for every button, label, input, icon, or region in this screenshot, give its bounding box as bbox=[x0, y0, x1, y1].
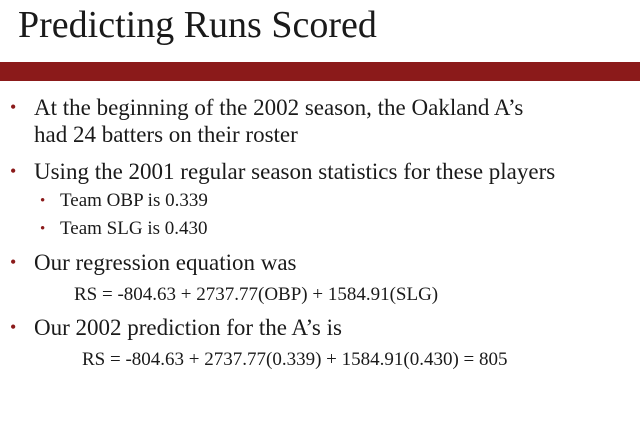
sub-bullet-text: Team OBP is 0.339 bbox=[60, 190, 208, 211]
slide-title: Predicting Runs Scored bbox=[18, 4, 377, 46]
title-divider-bar bbox=[0, 62, 640, 81]
bullet-icon: • bbox=[40, 193, 46, 209]
bullet-item: • Our 2002 prediction for the A’s is bbox=[0, 314, 640, 341]
prediction-equation: RS = -804.63 + 2737.77(0.339) + 1584.91(… bbox=[82, 349, 508, 370]
sub-bullet-item: • Team OBP is 0.339 bbox=[0, 189, 640, 213]
bullet-icon: • bbox=[10, 97, 17, 117]
bullet-text: At the beginning of the 2002 season, the… bbox=[34, 95, 524, 120]
bullet-item: • Our regression equation was bbox=[0, 249, 640, 276]
bullet-icon: • bbox=[10, 252, 17, 272]
sub-bullet-item: • Team SLG is 0.430 bbox=[0, 217, 640, 241]
slide-content: • At the beginning of the 2002 season, t… bbox=[0, 94, 640, 373]
bullet-icon: • bbox=[10, 161, 17, 181]
bullet-icon: • bbox=[10, 317, 17, 337]
bullet-text: had 24 batters on their roster bbox=[34, 122, 298, 147]
sub-bullet-text: Team SLG is 0.430 bbox=[60, 218, 208, 239]
bullet-icon: • bbox=[40, 221, 46, 237]
bullet-continuation: had 24 batters on their roster bbox=[0, 121, 640, 148]
bullet-item: • Using the 2001 regular season statisti… bbox=[0, 158, 640, 185]
bullet-text: Our regression equation was bbox=[34, 250, 297, 275]
bullet-text: Our 2002 prediction for the A’s is bbox=[34, 315, 342, 340]
regression-equation: RS = -804.63 + 2737.77(OBP) + 1584.91(SL… bbox=[74, 284, 439, 305]
bullet-item: • At the beginning of the 2002 season, t… bbox=[0, 94, 640, 121]
bullet-text: Using the 2001 regular season statistics… bbox=[34, 159, 556, 184]
